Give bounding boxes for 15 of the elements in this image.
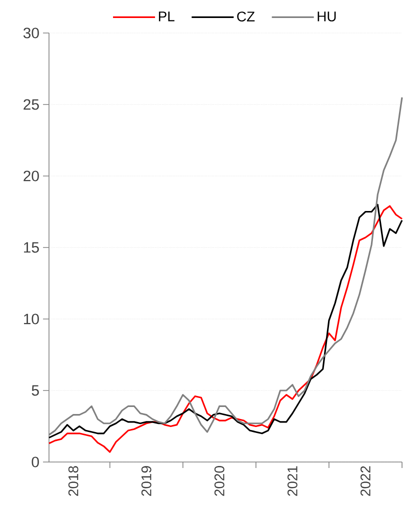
x-tick-label: 2020 — [214, 466, 224, 496]
y-tick-label: 10 — [24, 314, 39, 324]
y-tick-label: 30 — [23, 28, 39, 38]
y-tick-label: 20 — [24, 170, 39, 182]
y-tick-label: 0 — [32, 456, 39, 468]
y-tick-label: 15 — [24, 242, 39, 253]
legend-label: PL — [158, 12, 174, 22]
x-tick-label: 2021 — [288, 466, 298, 496]
legend-label: HU — [318, 12, 336, 22]
x-tick-label: 2022 — [360, 466, 370, 496]
x-tick-label: 2018 — [68, 466, 78, 496]
y-tick-label: 25 — [24, 99, 39, 110]
x-tick-label: 2019 — [141, 466, 152, 496]
legend-label: CZ — [237, 12, 255, 22]
y-tick-label: 5 — [32, 385, 39, 396]
